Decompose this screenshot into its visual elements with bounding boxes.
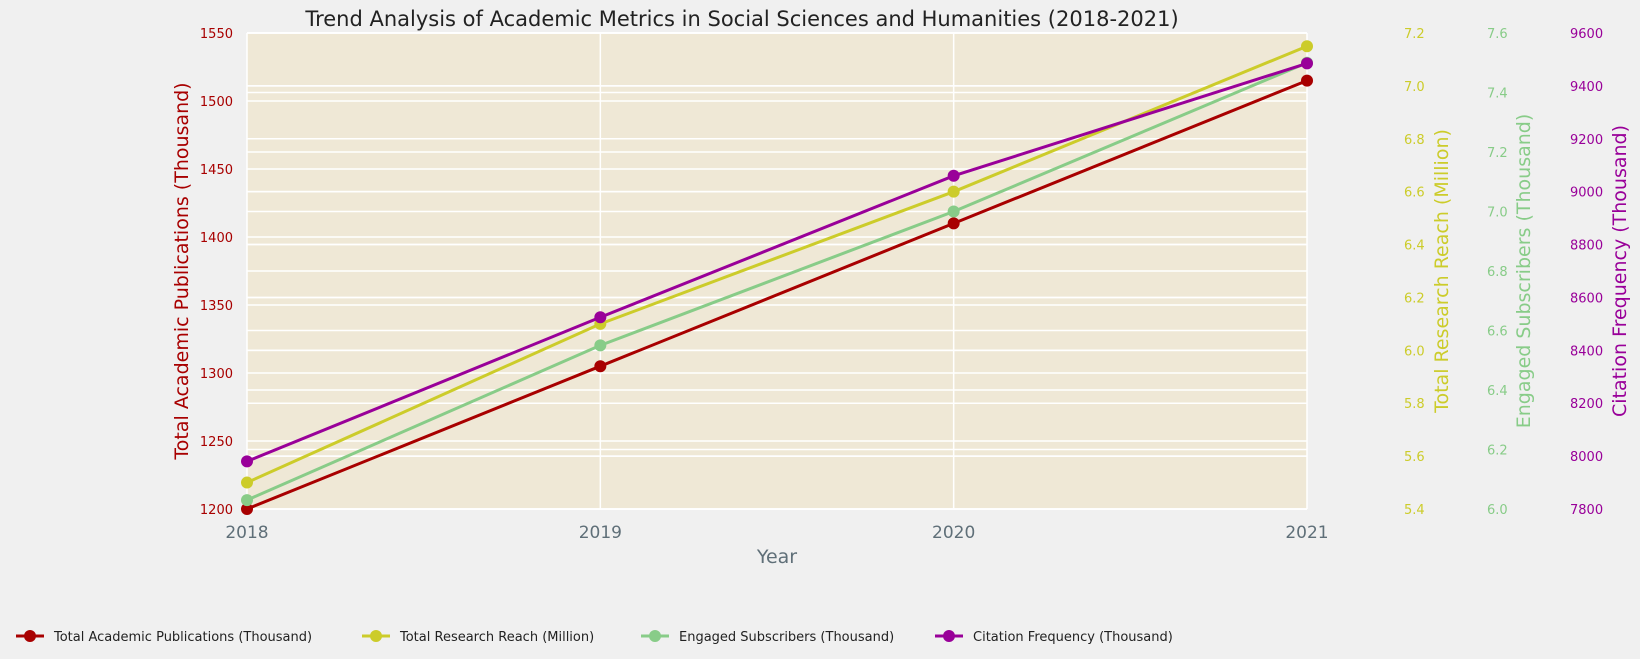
- data-point: [947, 185, 960, 198]
- left-y-tick-label: 1450: [200, 163, 233, 178]
- series-layer: [241, 40, 1313, 515]
- legend-label: Total Academic Publications (Thousand): [53, 630, 312, 645]
- right-y-tick-label-1: 6.6: [1404, 186, 1425, 201]
- right-y-tick-label-2: 6.6: [1487, 325, 1508, 340]
- right-y-tick-label-3: 9200: [1570, 133, 1603, 148]
- data-point: [1301, 40, 1313, 53]
- data-point: [947, 169, 960, 182]
- right-y-tick-label-3: 9000: [1570, 186, 1603, 201]
- left-y-tick-label: 1200: [200, 503, 233, 518]
- right-axes: 5.4 5.6 5.8 6.0 6.2 6.4 6.6 6.8 7.0 7.2 Total Rese…: [1404, 27, 1631, 518]
- data-point: [1301, 57, 1313, 70]
- series-3: [241, 57, 1313, 468]
- series-0: [241, 74, 1313, 515]
- left-axis: 1200 1250 1300 1350 1400 1450 1500 1550 Total Ac…: [171, 27, 233, 518]
- left-y-tick-label: 1250: [200, 435, 233, 450]
- right-y-tick-label-1: 5.4: [1404, 503, 1425, 518]
- legend-label: Citation Frequency (Thousand): [973, 630, 1173, 645]
- right-y-tick-label-3: 8600: [1570, 291, 1603, 306]
- right-y-tick-label-1: 6.4: [1404, 239, 1425, 254]
- right-y-tick-label-3: 7800: [1570, 503, 1603, 518]
- data-point: [241, 503, 253, 515]
- data-point: [1301, 74, 1313, 87]
- data-point: [594, 311, 607, 324]
- right-y-axis-label-1: Total Research Reach (Million): [1431, 129, 1453, 414]
- x-tick-label: 2021: [1285, 523, 1328, 543]
- legend-marker: [370, 630, 382, 642]
- right-y-tick-label-2: 6.8: [1487, 265, 1508, 280]
- right-y-tick-label-3: 9600: [1570, 27, 1603, 42]
- x-axis-label: Year: [756, 546, 797, 568]
- legend-marker: [649, 630, 661, 642]
- right-y-tick-label-1: 6.0: [1404, 344, 1425, 359]
- legend: Total Academic Publications (Thousand) To…: [16, 630, 1173, 645]
- legend-item-2: Engaged Subscribers (Thousand): [641, 630, 894, 645]
- series-line-2: [246, 61, 1308, 502]
- data-point: [594, 360, 607, 373]
- right-y-tick-label-1: 5.6: [1404, 450, 1425, 465]
- right-y-tick-label-2: 7.6: [1487, 27, 1508, 42]
- right-y-tick-label-2: 6.4: [1487, 384, 1508, 399]
- series-2: [241, 56, 1313, 507]
- legend-item-0: Total Academic Publications (Thousand): [16, 630, 312, 645]
- data-point: [594, 339, 607, 352]
- series-line-3: [246, 61, 1308, 463]
- right-y-tick-label-3: 9400: [1570, 80, 1603, 95]
- right-y-tick-label-3: 8800: [1570, 239, 1603, 254]
- chart-title: Trend Analysis of Academic Metrics in So…: [304, 7, 1178, 31]
- grid: [246, 32, 1308, 510]
- left-y-tick-label: 1550: [200, 27, 233, 42]
- x-axis: 2018 2019 2020 2021: [225, 523, 1328, 543]
- series-line-0: [246, 79, 1308, 511]
- right-y-axis-label-3: Citation Frequency (Thousand): [1609, 125, 1631, 417]
- data-point: [241, 455, 253, 468]
- right-y-tick-label-3: 8200: [1570, 397, 1603, 412]
- right-y-tick-label-2: 7.0: [1487, 206, 1508, 221]
- data-point: [947, 205, 960, 218]
- right-y-tick-label-1: 6.2: [1404, 291, 1425, 306]
- legend-item-3: Citation Frequency (Thousand): [935, 630, 1173, 645]
- x-tick-label: 2020: [932, 523, 975, 543]
- right-y-axis-label-2: Engaged Subscribers (Thousand): [1513, 114, 1535, 428]
- left-y-tick-label: 1400: [200, 231, 233, 246]
- right-y-tick-label-1: 6.8: [1404, 133, 1425, 148]
- data-point: [947, 217, 960, 230]
- right-y-tick-label-2: 6.2: [1487, 444, 1508, 459]
- right-y-tick-label-3: 8000: [1570, 450, 1603, 465]
- legend-marker: [943, 630, 955, 642]
- right-y-tick-label-2: 7.2: [1487, 146, 1508, 161]
- left-y-axis-label: Total Academic Publications (Thousand): [171, 82, 193, 460]
- right-y-tick-label-1: 5.8: [1404, 397, 1425, 412]
- right-y-tick-label-2: 6.0: [1487, 503, 1508, 518]
- legend-label: Total Research Reach (Million): [399, 630, 594, 645]
- data-point: [241, 476, 253, 489]
- right-y-tick-label-2: 7.4: [1487, 87, 1508, 102]
- right-y-tick-label-3: 8400: [1570, 344, 1603, 359]
- data-point: [241, 494, 253, 507]
- legend-marker: [24, 630, 36, 642]
- x-tick-label: 2018: [225, 523, 268, 543]
- right-y-tick-label-1: 7.2: [1404, 27, 1425, 42]
- left-y-tick-label: 1350: [200, 299, 233, 314]
- x-tick-label: 2019: [579, 523, 622, 543]
- legend-item-1: Total Research Reach (Million): [362, 630, 594, 645]
- legend-label: Engaged Subscribers (Thousand): [679, 630, 894, 645]
- left-y-tick-label: 1500: [200, 95, 233, 110]
- left-y-tick-label: 1300: [200, 367, 233, 382]
- right-y-tick-label-1: 7.0: [1404, 80, 1425, 95]
